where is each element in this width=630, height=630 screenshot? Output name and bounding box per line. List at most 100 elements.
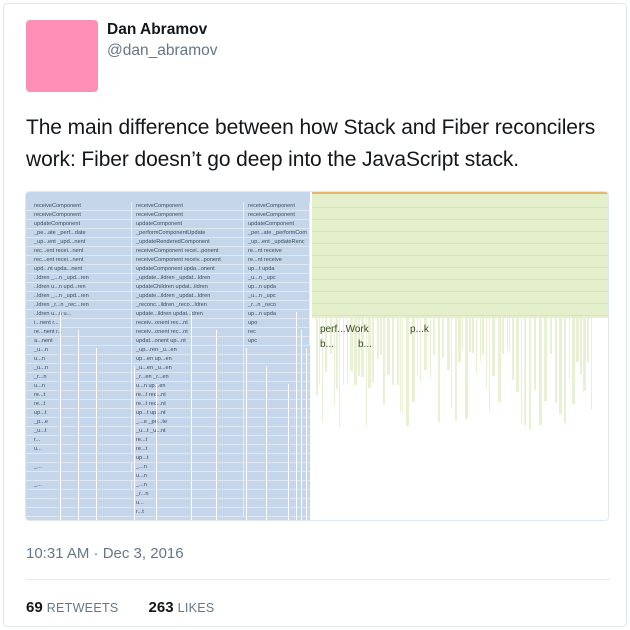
fiber-column [516, 318, 519, 392]
fiber-column [402, 318, 403, 413]
tweet-card[interactable]: Dan Abramov @dan_abramov The main differ… [3, 3, 627, 627]
stack-gap [78, 330, 79, 520]
stack-gap [266, 366, 267, 520]
fiber-column [550, 318, 552, 354]
fiber-column [555, 318, 557, 403]
stack-gap [296, 312, 297, 520]
avatar[interactable] [26, 20, 98, 92]
stack-row: up...t up...t up...nt [26, 409, 310, 418]
stack-row: receiveComponent receiveComponent receiveC… [26, 202, 310, 211]
fiber-column [361, 318, 364, 377]
stack-frame: up...n upda [246, 310, 310, 319]
stack-frame: up...t [134, 454, 244, 463]
stack-frame: _updateRenderedComponent [134, 238, 244, 247]
tweet-timestamp[interactable]: 10:31 AM · Dec 3, 2016 [26, 545, 184, 562]
stack-row: updateComponent updateComponent updateComp… [26, 220, 310, 229]
stack-row: u...n up...en up...en [26, 355, 310, 364]
fiber-column [539, 318, 542, 425]
likes-count: 263 [148, 599, 174, 616]
fiber-columns [312, 318, 608, 433]
author-handle[interactable]: @dan_abramov [107, 42, 218, 59]
stack-gap [191, 312, 192, 520]
stack-frame: _per...ate _performCom [246, 229, 310, 238]
stack-row: re...nent r... receiv...onent rec...nt rec [26, 328, 310, 337]
stack-frame: r...t [134, 508, 244, 517]
fiber-column [559, 318, 562, 414]
fiber-column [482, 318, 484, 355]
fiber-column [343, 318, 344, 385]
stack-frame: receiveComponent receiv...ponent [134, 256, 244, 265]
stack-frame: _up...ent _updateRenc [246, 238, 310, 247]
stack-gap [246, 348, 247, 520]
retweets-stat[interactable]: 69 Retweets [26, 599, 119, 616]
stack-frame: ..ldren u...n u... [32, 310, 132, 319]
stack-frame: _...n [134, 463, 244, 472]
stack-frame: _reconc...ildren _reco...ldren [134, 301, 244, 310]
stack-row: _r...n _r...en _r...en [26, 373, 310, 382]
fiber-column [451, 318, 452, 408]
stack-gap [156, 384, 157, 520]
stack-frame: _r...n [32, 373, 132, 382]
fiber-column [521, 318, 522, 424]
fiber-column [591, 318, 592, 410]
fiber-column [354, 318, 357, 385]
stack-frame: u...n [134, 472, 244, 481]
stack-frame: _u...n _upc [246, 292, 310, 301]
fiber-column [339, 318, 340, 427]
fiber-column [580, 318, 582, 374]
stack-frame: updat...onent up...nt [134, 337, 244, 346]
stack-frame: receiveComponent [134, 211, 244, 220]
stack-frame: _update...ildren _updat...ldren [134, 274, 244, 283]
stack-frame: _r...n _reco [246, 301, 310, 310]
fiber-column [534, 318, 536, 390]
stack-frame: _performComponentUpdate [134, 229, 244, 238]
stack-frame: re...t [32, 391, 132, 400]
stack-gap [306, 348, 307, 520]
fiber-row [312, 280, 608, 292]
stack-row: _... _...n [26, 481, 310, 490]
fiber-column [544, 318, 547, 401]
fiber-row [312, 304, 608, 316]
stack-row: i...nent r... receiv...onent rec...nt upo [26, 319, 310, 328]
fiber-column [372, 318, 374, 382]
fiber-column [498, 318, 501, 402]
stack-row: _u...n _up...ren _u...en [26, 346, 310, 355]
stack-frame: ..ldren _...n _upd...ren [32, 292, 132, 301]
stack-gap [288, 384, 289, 520]
stack-frame: receiveComponent [32, 202, 132, 211]
stack-row: ..ldren u...n upd...ren updateChildren up… [26, 283, 310, 292]
fiber-column [383, 318, 385, 405]
author-name[interactable]: Dan Abramov [107, 21, 208, 38]
stack-flame-chart: receiveComponent receiveComponent receiveC… [26, 192, 312, 520]
stack-row: u... re...t [26, 445, 310, 454]
stack-row: ..ldren _...n _upd...ren _update...ildren… [26, 274, 310, 283]
stack-frame: updateChildren updat...ildren [134, 283, 244, 292]
stack-frame: _... [32, 463, 132, 472]
stack-frame: _u...en _u...en [134, 364, 244, 373]
stack-gap [216, 330, 217, 520]
fiber-column [455, 318, 457, 421]
fiber-column [316, 318, 318, 395]
stack-row: r... re...t [26, 436, 310, 445]
likes-stat[interactable]: 263 Likes [149, 599, 215, 616]
stack-frame: receiveComponent [246, 202, 310, 211]
stack-gap [301, 330, 302, 520]
stack-frame: receiveComponent [134, 202, 244, 211]
stack-frame: up...t upda [246, 265, 310, 274]
stack-frame: _r...n [134, 490, 244, 499]
stack-frame: re...t rec...nt [134, 400, 244, 409]
fiber-column [438, 318, 440, 422]
fiber-column [358, 318, 360, 376]
fiber-row [312, 244, 608, 256]
tweet-media-image[interactable]: receiveComponent receiveComponent receiveC… [25, 191, 609, 521]
stack-frame: _u...n _upc [246, 274, 310, 283]
fiber-column [322, 318, 323, 422]
fiber-column [347, 318, 348, 383]
fiber-row [312, 256, 608, 268]
fiber-column [420, 318, 421, 381]
fiber-column [406, 318, 409, 426]
fiber-column [564, 318, 566, 423]
fiber-column [472, 318, 474, 353]
fiber-column [380, 318, 382, 355]
stack-row: _pe...ate _perf...date _performComponentU… [26, 229, 310, 238]
